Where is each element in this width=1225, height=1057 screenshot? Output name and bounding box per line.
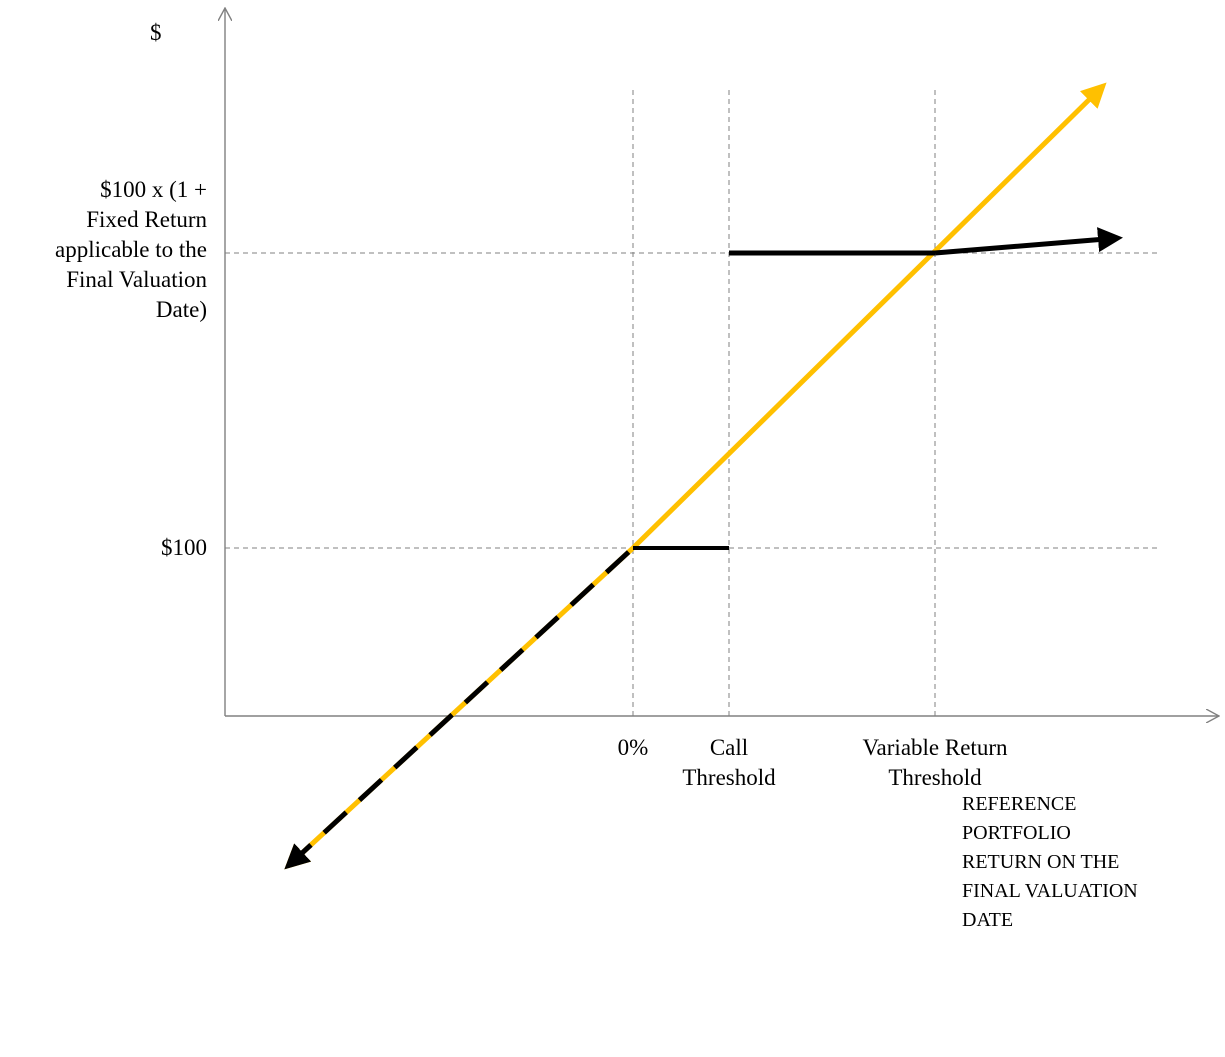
- x-threshold-label-call: Call Threshold: [682, 735, 776, 790]
- x-threshold-label-zero: 0%: [617, 735, 649, 760]
- x-axis-title: REFERENCE PORTFOLIO RETURN ON THE FINAL …: [962, 793, 1138, 931]
- reference-return-line: [631, 82, 1107, 550]
- y-axis-unit-label: $: [150, 20, 162, 45]
- y-level-label-fixed-return: $100 x (1 + Fixed Return applicable to t…: [55, 177, 207, 322]
- downside-line-black-dashes: [284, 546, 635, 870]
- y-level-label-100: $100: [161, 535, 207, 560]
- payoff-segment-variable-return: [934, 227, 1123, 256]
- x-threshold-label-variable: Variable Return Threshold: [862, 735, 1008, 790]
